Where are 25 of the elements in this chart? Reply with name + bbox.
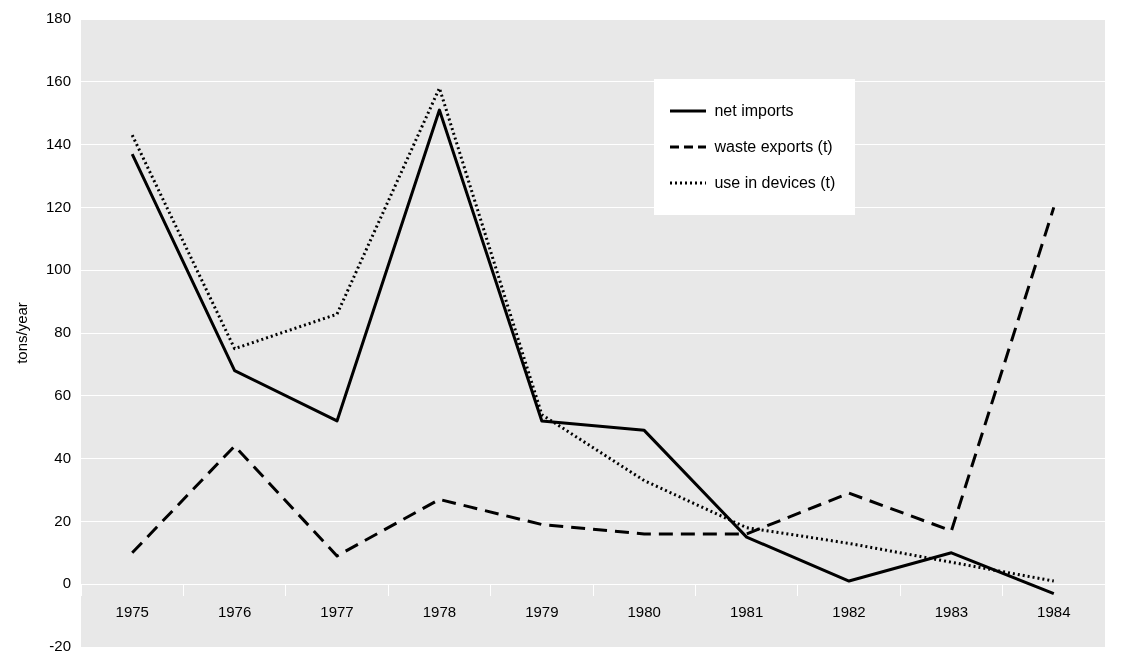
y-tick-label: 140	[46, 134, 72, 152]
y-tick-label: 160	[46, 71, 72, 89]
y-tick-label: 120	[46, 197, 72, 215]
y-tick-label: -20	[49, 637, 72, 655]
x-tick-label: 1981	[729, 603, 764, 621]
y-tick-label: 180	[46, 9, 72, 27]
x-tick-label: 1979	[525, 603, 559, 621]
legend-label: net imports	[714, 102, 794, 120]
y-tick-label: 40	[54, 448, 72, 466]
x-tick-label: 1976	[217, 603, 252, 621]
x-tick-label: 1983	[934, 603, 969, 621]
y-tick-label: 80	[54, 323, 72, 341]
x-tick-label: 1977	[320, 603, 354, 621]
x-tick-label: 1984	[1037, 603, 1071, 621]
y-tick-label: 0	[62, 574, 72, 592]
x-tick-label: 1978	[422, 603, 457, 621]
y-axis-title: tons/year	[13, 302, 31, 364]
legend-label: use in devices (t)	[714, 174, 836, 192]
legend-label: waste exports (t)	[714, 138, 833, 156]
y-tick-label: 60	[54, 385, 72, 403]
x-tick-label: 1975	[115, 603, 149, 621]
y-tick-label: 100	[46, 260, 72, 278]
x-tick-label: 1982	[832, 603, 866, 621]
x-tick-label: 1980	[627, 603, 661, 621]
y-tick-label: 20	[54, 511, 72, 529]
